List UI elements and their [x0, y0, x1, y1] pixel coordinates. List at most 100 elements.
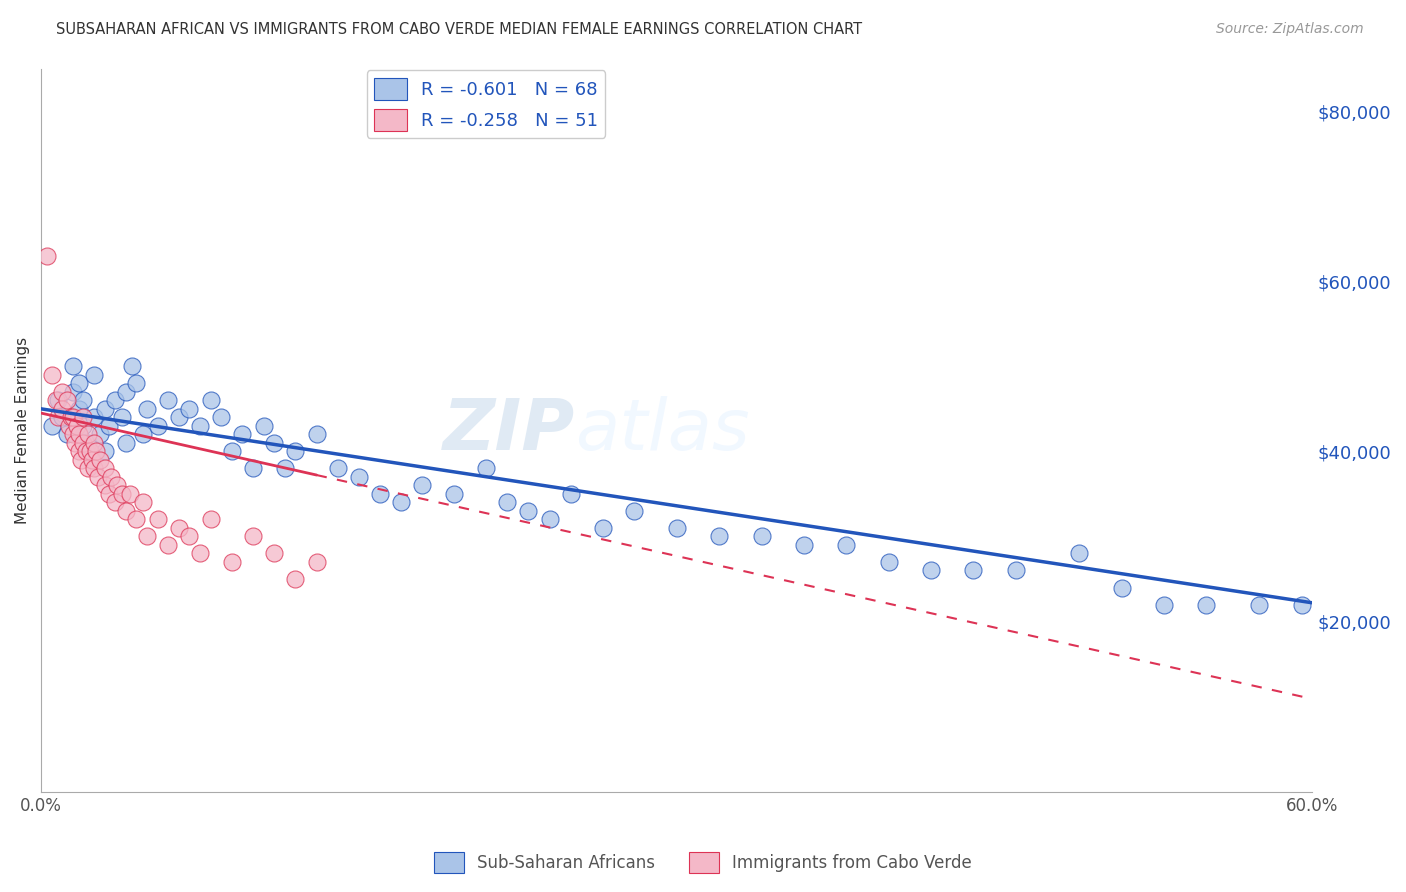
Point [200, 512, 222, 526]
Point [221, 444, 243, 458]
Point [76, 427, 98, 442]
Point [105, 478, 128, 492]
Point [623, 504, 645, 518]
Point [305, 555, 328, 569]
Point [100, 470, 122, 484]
Point [132, 495, 155, 509]
Point [221, 555, 243, 569]
Text: atlas: atlas [575, 396, 749, 465]
Point [835, 538, 858, 552]
Point [62, 427, 84, 442]
Point [707, 529, 730, 543]
Point [347, 470, 370, 484]
Point [188, 418, 211, 433]
Point [111, 487, 134, 501]
Point [167, 410, 190, 425]
Point [1004, 564, 1026, 578]
Point [89, 453, 111, 467]
Point [115, 435, 138, 450]
Point [179, 401, 201, 416]
Point [62, 410, 84, 425]
Point [368, 487, 391, 501]
Point [157, 393, 180, 408]
Point [41, 368, 63, 382]
Point [1069, 546, 1091, 560]
Point [66, 418, 89, 433]
Point [517, 504, 540, 518]
Point [58, 418, 80, 433]
Point [252, 418, 274, 433]
Point [665, 521, 688, 535]
Point [67, 376, 90, 391]
Point [389, 495, 412, 509]
Point [55, 427, 77, 442]
Point [121, 359, 143, 374]
Point [157, 538, 180, 552]
Point [67, 444, 90, 458]
Point [411, 478, 433, 492]
Point [560, 487, 582, 501]
Point [132, 427, 155, 442]
Text: ZIP: ZIP [443, 396, 575, 465]
Text: SUBSAHARAN AFRICAN VS IMMIGRANTS FROM CABO VERDE MEDIAN FEMALE EARNINGS CORRELAT: SUBSAHARAN AFRICAN VS IMMIGRANTS FROM CA… [56, 22, 862, 37]
Point [962, 564, 984, 578]
Point [263, 435, 285, 450]
Point [146, 418, 169, 433]
Point [46, 393, 69, 408]
Point [104, 495, 127, 509]
Legend: R = -0.601   N = 68, R = -0.258   N = 51: R = -0.601 N = 68, R = -0.258 N = 51 [367, 70, 605, 138]
Point [242, 529, 264, 543]
Point [200, 393, 222, 408]
Point [72, 418, 94, 433]
Point [1111, 581, 1133, 595]
Point [115, 384, 138, 399]
Point [55, 393, 77, 408]
Point [146, 512, 169, 526]
Point [104, 393, 127, 408]
Point [120, 487, 142, 501]
Point [67, 427, 90, 442]
Text: Source: ZipAtlas.com: Source: ZipAtlas.com [1216, 22, 1364, 37]
Point [87, 470, 110, 484]
Point [46, 410, 69, 425]
Y-axis label: Median Female Earnings: Median Female Earnings [15, 336, 30, 524]
Point [59, 410, 82, 425]
Point [284, 572, 307, 586]
Point [97, 487, 120, 501]
Point [89, 427, 111, 442]
Point [751, 529, 773, 543]
Point [70, 453, 93, 467]
Point [37, 249, 59, 263]
Point [41, 418, 63, 433]
Point [475, 461, 498, 475]
Point [136, 529, 159, 543]
Point [115, 504, 138, 518]
Point [51, 410, 73, 425]
Point [76, 435, 98, 450]
Point [97, 418, 120, 433]
Point [67, 401, 90, 416]
Point [793, 538, 815, 552]
Point [305, 427, 328, 442]
Point [80, 453, 103, 467]
Point [920, 564, 942, 578]
Point [93, 478, 115, 492]
Point [83, 461, 105, 475]
Point [93, 444, 115, 458]
Point [84, 444, 107, 458]
Point [231, 427, 253, 442]
Point [242, 461, 264, 475]
Point [83, 368, 105, 382]
Point [76, 461, 98, 475]
Point [1195, 598, 1218, 612]
Point [111, 410, 134, 425]
Point [538, 512, 561, 526]
Point [326, 461, 349, 475]
Point [51, 384, 73, 399]
Point [83, 410, 105, 425]
Point [93, 461, 115, 475]
Point [284, 444, 307, 458]
Point [62, 384, 84, 399]
Point [263, 546, 285, 560]
Point [72, 393, 94, 408]
